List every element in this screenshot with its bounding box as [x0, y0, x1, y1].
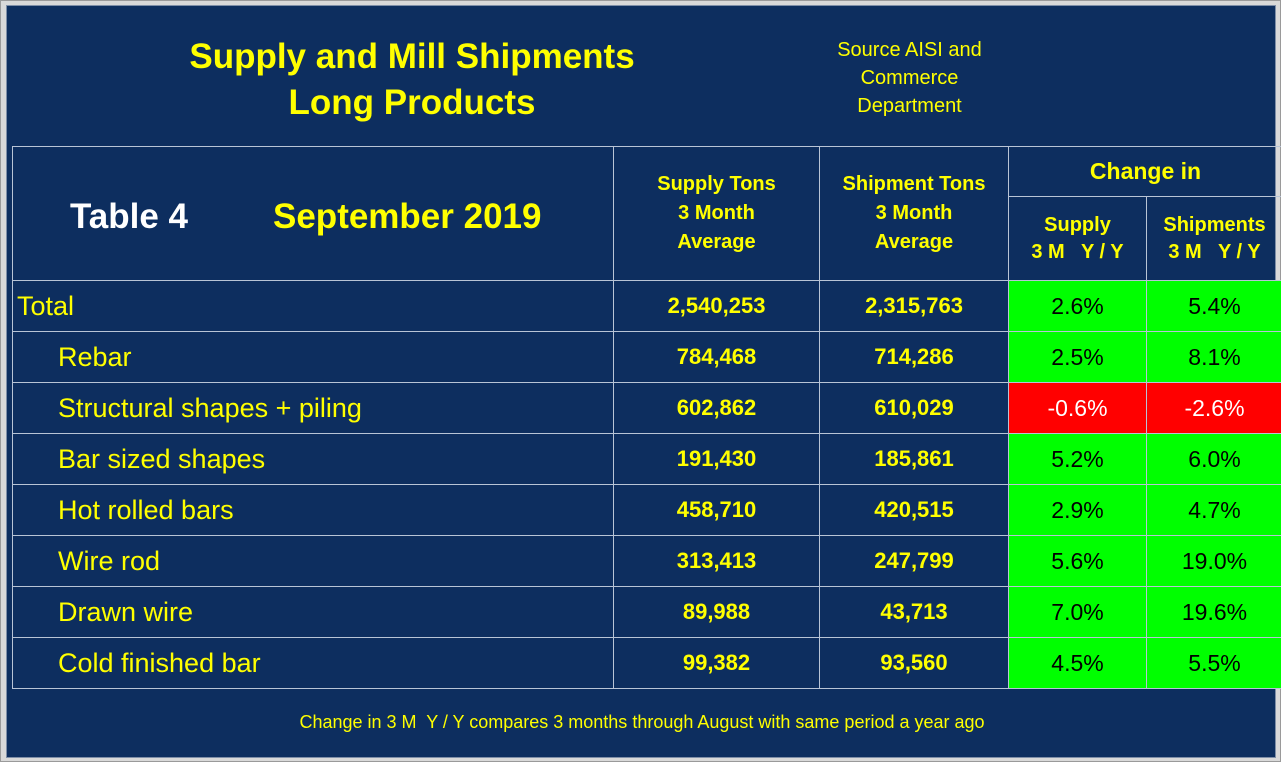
- change-shipments-value: 5.5%: [1145, 637, 1281, 689]
- change-supply-value: 2.9%: [1008, 484, 1147, 536]
- change-shipments-value: 6.0%: [1145, 433, 1281, 485]
- change-shipments-value: 4.7%: [1145, 484, 1281, 536]
- change-supply-value: 5.6%: [1008, 535, 1147, 587]
- supply-value: 313,413: [613, 535, 820, 587]
- source-line-1: Source AISI and: [837, 39, 982, 61]
- table-row: Bar sized shapes 191,430 185,861 5.2% 6.…: [12, 433, 1281, 485]
- header-change-shipments: Shipments 3 M Y / Y: [1145, 196, 1281, 281]
- header-supply: Supply Tons 3 Month Average: [613, 146, 820, 281]
- table-row: Hot rolled bars 458,710 420,515 2.9% 4.7…: [12, 484, 1281, 536]
- change-supply-value: -0.6%: [1008, 382, 1147, 434]
- row-label: Cold finished bar: [12, 637, 614, 689]
- footnote: Change in 3 M Y / Y compares 3 months th…: [299, 712, 985, 732]
- supply-value: 2,540,253: [613, 280, 820, 332]
- shipment-value: 714,286: [819, 331, 1009, 383]
- supply-value: 89,988: [613, 586, 820, 638]
- shipment-value: 420,515: [819, 484, 1009, 536]
- change-supply-value: 2.6%: [1008, 280, 1147, 332]
- change-supply-value: 2.5%: [1008, 331, 1147, 383]
- change-shipments-value: 19.0%: [1145, 535, 1281, 587]
- supply-value: 458,710: [613, 484, 820, 536]
- source-line-2: Commerce: [860, 67, 959, 89]
- shipment-value: 43,713: [819, 586, 1009, 638]
- page-title: Supply and Mill Shipments Long Products: [7, 34, 817, 126]
- change-supply-value: 4.5%: [1008, 637, 1147, 689]
- table-row: Wire rod 313,413 247,799 5.6% 19.0%: [12, 535, 1281, 587]
- row-label: Wire rod: [12, 535, 614, 587]
- header-shipment-line-3: Average: [874, 231, 954, 253]
- change-supply-value: 7.0%: [1008, 586, 1147, 638]
- supply-value: 191,430: [613, 433, 820, 485]
- change-shipments-value: 5.4%: [1145, 280, 1281, 332]
- shipment-value: 93,560: [819, 637, 1009, 689]
- header-shipment-line-2: 3 Month: [875, 202, 953, 224]
- header-supply-line-3: Average: [677, 231, 756, 253]
- header-change-shipments-line-2: 3 M Y / Y: [1168, 240, 1261, 263]
- header-change-supply-line-1: Supply: [1044, 213, 1111, 236]
- source-note: Source AISI and Commerce Department: [807, 36, 1012, 120]
- table-row: Total 2,540,253 2,315,763 2.6% 5.4%: [12, 280, 1281, 332]
- source-line-3: Department: [857, 95, 962, 117]
- title-line-2: Long Products: [288, 83, 536, 122]
- shipment-value: 247,799: [819, 535, 1009, 587]
- header-supply-line-2: 3 Month: [678, 202, 755, 224]
- header-supply-line-1: Supply Tons: [657, 173, 776, 195]
- row-label: Drawn wire: [12, 586, 614, 638]
- table-number: Table 4: [70, 197, 189, 236]
- table-label-cell: Table 4 September 2019: [12, 146, 614, 281]
- row-label: Rebar: [12, 331, 614, 383]
- header-change-supply: Supply 3 M Y / Y: [1008, 196, 1147, 281]
- header-shipment-line-1: Shipment Tons: [842, 173, 986, 195]
- header-change-supply-line-2: 3 M Y / Y: [1031, 240, 1124, 263]
- row-label: Structural shapes + piling: [12, 382, 614, 434]
- change-shipments-value: 19.6%: [1145, 586, 1281, 638]
- supply-value: 602,862: [613, 382, 820, 434]
- header-change-in: Change in: [1007, 146, 1281, 197]
- row-label: Hot rolled bars: [12, 484, 614, 536]
- data-table: Table 4 September 2019 Supply Tons 3 Mon…: [12, 146, 1281, 689]
- header-change-shipments-line-1: Shipments: [1163, 213, 1266, 236]
- row-label: Bar sized shapes: [12, 433, 614, 485]
- shipment-value: 610,029: [819, 382, 1009, 434]
- supply-value: 99,382: [613, 637, 820, 689]
- header-shipment: Shipment Tons 3 Month Average: [819, 146, 1009, 281]
- change-supply-value: 5.2%: [1008, 433, 1147, 485]
- table-row: Cold finished bar 99,382 93,560 4.5% 5.5…: [12, 637, 1281, 689]
- shipment-value: 185,861: [819, 433, 1009, 485]
- table-row: Drawn wire 89,988 43,713 7.0% 19.6%: [12, 586, 1281, 638]
- title-line-1: Supply and Mill Shipments: [189, 37, 635, 76]
- table-panel: Supply and Mill Shipments Long Products …: [6, 5, 1281, 758]
- shipment-value: 2,315,763: [819, 280, 1009, 332]
- change-shipments-value: 8.1%: [1145, 331, 1281, 383]
- table-row: Structural shapes + piling 602,862 610,0…: [12, 382, 1281, 434]
- supply-value: 784,468: [613, 331, 820, 383]
- row-label: Total: [12, 280, 614, 332]
- change-shipments-value: -2.6%: [1145, 382, 1281, 434]
- table-period: September 2019: [273, 197, 542, 236]
- table-row: Rebar 784,468 714,286 2.5% 8.1%: [12, 331, 1281, 383]
